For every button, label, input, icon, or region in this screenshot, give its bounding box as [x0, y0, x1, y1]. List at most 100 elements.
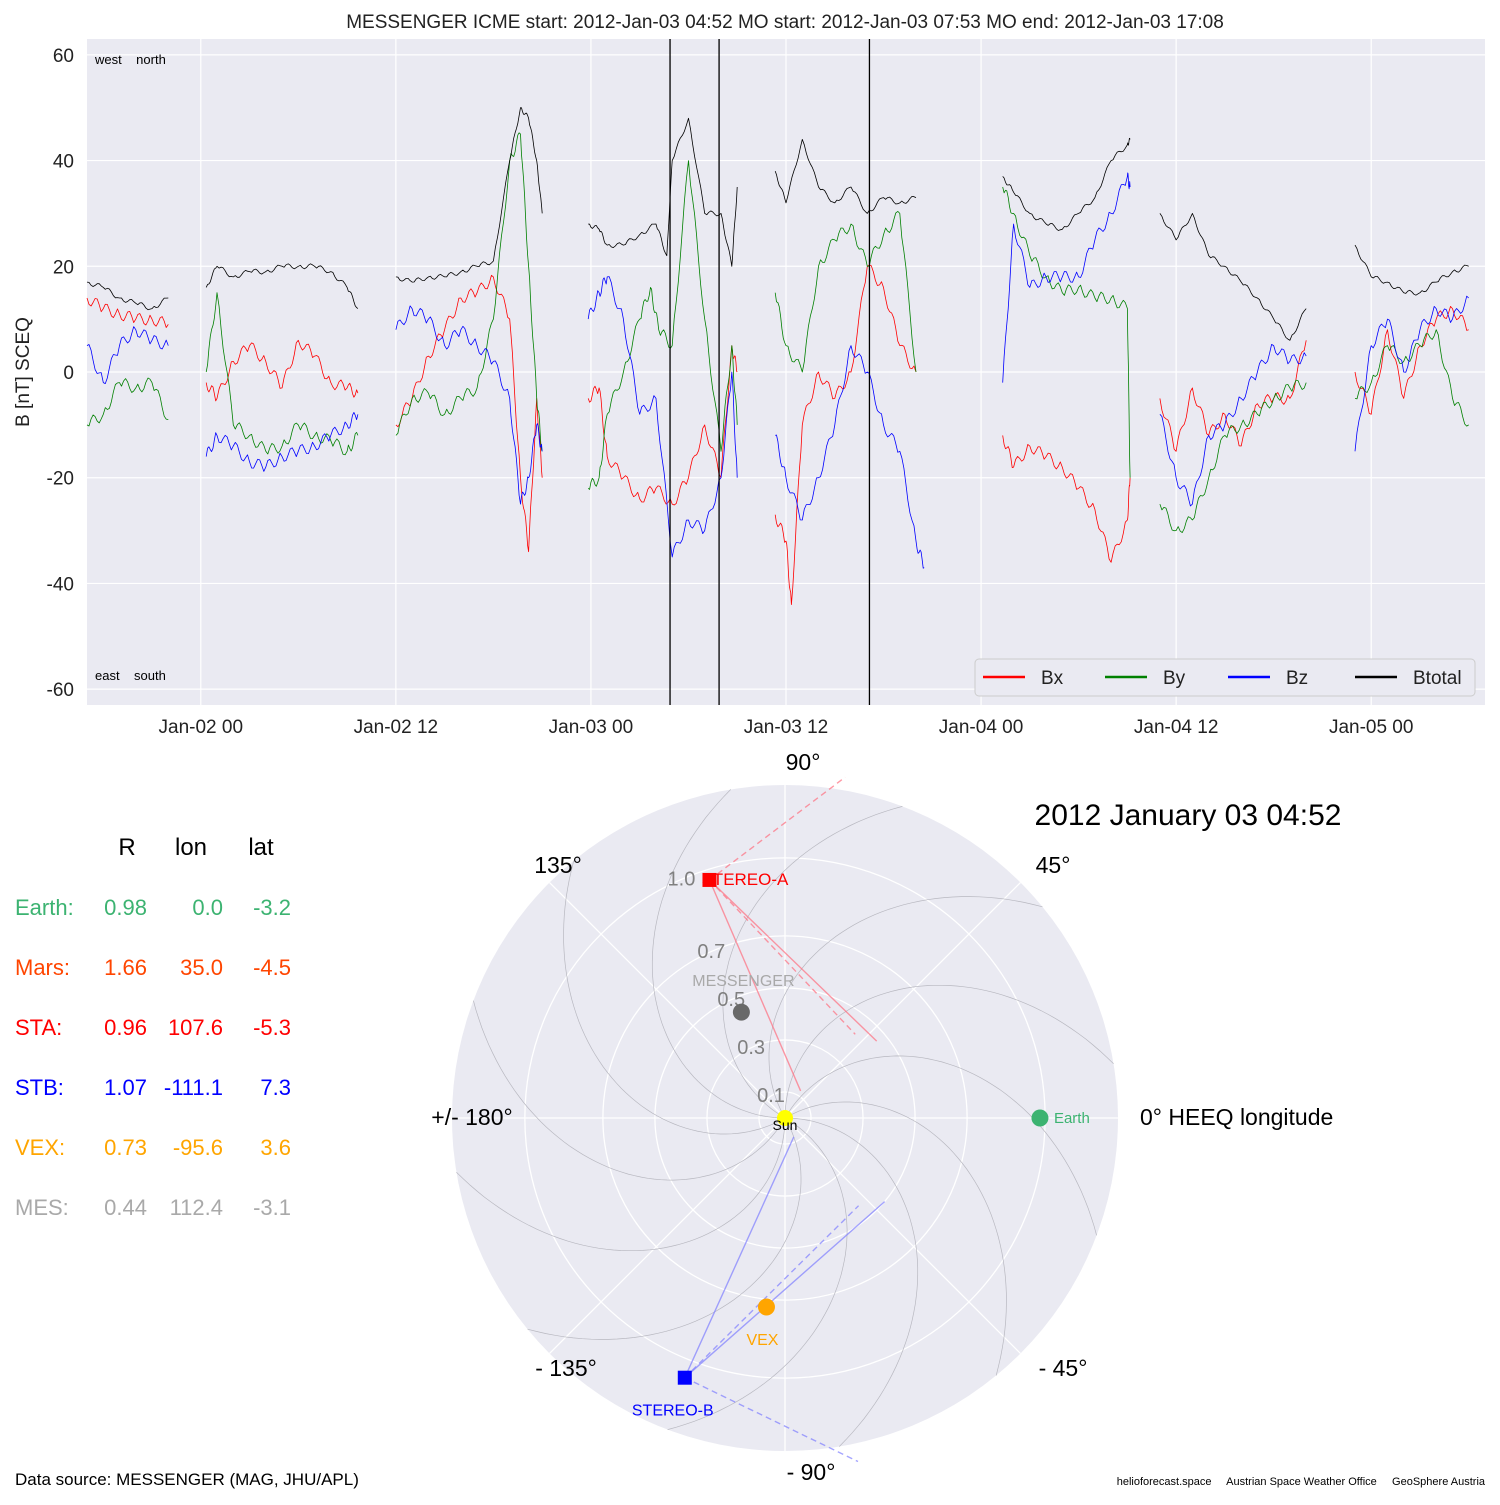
angle-label: 0° HEEQ longitude — [1140, 1104, 1333, 1130]
parker-spiral-line — [784, 1101, 1007, 1376]
series-line-bz — [1354, 295, 1469, 452]
polar-grid — [452, 785, 1118, 1451]
parker-spiral-line — [784, 1117, 919, 1447]
table-cell-lat: 7.3 — [260, 1075, 291, 1100]
series-line-by — [1002, 186, 1131, 478]
corner-label-top-left: west north — [94, 52, 166, 67]
series-line-btotal — [774, 139, 917, 214]
table-cell-lat: 3.6 — [260, 1135, 291, 1160]
table-cell-r: 0.98 — [104, 895, 147, 920]
polar-position-plot: 0.10.30.50.71.0 Sun EarthMESSENGERVEXSTER… — [431, 749, 1341, 1485]
radial-tick-label: 1.0 — [668, 869, 696, 891]
series-btotal — [86, 107, 1469, 341]
angular-gridline — [784, 1117, 1021, 1354]
table-cell-lat: -3.1 — [253, 1195, 291, 1220]
parker-spiral-line — [651, 789, 786, 1119]
legend-label-btotal: Btotal — [1413, 668, 1462, 689]
series-line-btotal — [1002, 137, 1131, 231]
parker-spiral-line — [784, 984, 1114, 1119]
event-lines — [669, 39, 871, 705]
series-line-bx — [1002, 435, 1131, 563]
parker-spirals — [456, 789, 1114, 1447]
view-line-stereo-a — [709, 776, 846, 881]
body-label-messenger: MESSENGER — [692, 973, 794, 990]
table-cell-r: 0.73 — [104, 1135, 147, 1160]
x-tick-label: Jan-03 12 — [744, 717, 829, 738]
legend-box — [974, 658, 1476, 697]
series-line-btotal — [1354, 244, 1469, 296]
table-cell-lat: -5.3 — [253, 1015, 291, 1040]
series-line-btotal — [205, 263, 359, 309]
table-cell-lat: -3.2 — [253, 895, 291, 920]
series-line-by — [1159, 379, 1307, 533]
angle-label: 90° — [786, 749, 821, 775]
radial-tick-label: 0.3 — [737, 1037, 765, 1059]
parker-spiral-line — [563, 860, 786, 1135]
table-cell-r: 1.66 — [104, 955, 147, 980]
series-line-btotal — [395, 107, 543, 283]
y-tick-label: 20 — [53, 257, 74, 278]
body-marker-stereo-a — [702, 872, 717, 887]
table-row-label: MES: — [15, 1195, 69, 1220]
credits-label: helioforecast.space Austrian Space Weath… — [1117, 1476, 1486, 1488]
parker-spiral-line — [722, 806, 903, 1119]
view-line-stereo-b — [684, 1136, 795, 1378]
series-line-by — [205, 292, 359, 456]
table-cell-r: 1.07 — [104, 1075, 147, 1100]
parker-spiral-line — [527, 1117, 802, 1340]
table-row-label: STA: — [15, 1015, 62, 1040]
x-tick-label: Jan-02 12 — [354, 717, 439, 738]
series-line-bz — [395, 305, 543, 505]
y-axis-label: B [nT] SCEQ — [13, 317, 34, 427]
series-line-bx — [774, 264, 917, 605]
x-tick-label: Jan-02 00 — [159, 717, 244, 738]
series-line-by — [587, 160, 738, 490]
series-line-by — [1354, 329, 1469, 427]
data-source-label: Data source: MESSENGER (MAG, JHU/APL) — [15, 1470, 359, 1489]
table-cell-lon: 107.6 — [168, 1015, 223, 1040]
angular-gridline — [784, 882, 1021, 1119]
body-marker-messenger — [732, 1003, 750, 1021]
x-tick-label: Jan-03 00 — [549, 717, 634, 738]
body-label-stereo-a: STEREO-A — [701, 870, 789, 889]
radial-tick-label: 0.1 — [757, 1085, 785, 1107]
parker-spiral-line — [473, 1000, 786, 1181]
table-cell-lon: 0.0 — [192, 895, 223, 920]
series-line-bz — [1002, 172, 1131, 383]
corner-label-bottom-left: east south — [95, 668, 166, 683]
radial-tick-label: 0.7 — [697, 941, 725, 963]
y-tick-labels: -60 -40 -20 0 20 40 60 — [47, 46, 74, 701]
x-tick-label: Jan-04 12 — [1134, 717, 1219, 738]
angular-gridline — [549, 1117, 786, 1354]
y-tick-label: 60 — [53, 46, 74, 67]
series-by — [86, 132, 1469, 533]
table-cell-r: 0.44 — [104, 1195, 147, 1220]
view-line-stereo-a — [708, 879, 856, 1035]
body-label-earth: Earth — [1054, 1110, 1090, 1127]
table-row-label: Earth: — [15, 895, 74, 920]
table-cell-lon: 35.0 — [180, 955, 223, 980]
body-marker-earth — [1031, 1109, 1049, 1127]
series-line-bz — [587, 276, 738, 558]
legend-label-by: By — [1163, 668, 1186, 689]
angle-label: - 90° — [787, 1459, 836, 1485]
view-line-stereo-b — [684, 1205, 860, 1379]
series-line-by — [86, 377, 169, 427]
x-tick-label: Jan-05 00 — [1329, 717, 1414, 738]
body-label-sun: Sun — [773, 1117, 798, 1133]
timeseries-lines — [86, 107, 1469, 605]
series-line-btotal — [86, 281, 169, 311]
angle-label: 45° — [1036, 852, 1071, 878]
table-cell-lon: -95.6 — [173, 1135, 223, 1160]
legend-label-bx: Bx — [1041, 668, 1064, 689]
y-tick-label: 0 — [63, 363, 74, 384]
legend: Bx By Bz Btotal — [974, 658, 1476, 697]
spacecraft-view-lines — [684, 776, 886, 1463]
angle-label: 135° — [534, 852, 582, 878]
series-line-bz — [205, 412, 359, 472]
table-cell-lon: 112.4 — [170, 1195, 223, 1220]
bodies: Sun Earth MESSENGER VEX STEREO-A STEREO-B — [632, 870, 1090, 1420]
